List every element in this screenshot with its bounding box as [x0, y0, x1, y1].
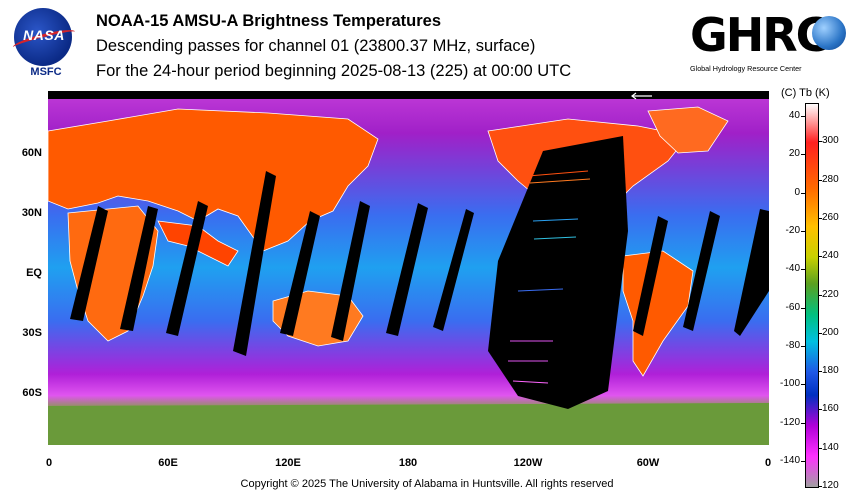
kelvin-tick-mark	[818, 294, 822, 296]
colorbar-header: (C) Tb (K)	[781, 87, 830, 99]
kelvin-tick-mark	[818, 332, 822, 334]
lon-label-0: 0	[45, 457, 53, 469]
kelvin-tick-label: 180	[822, 365, 839, 377]
lat-label-30s: 30S	[22, 327, 42, 339]
swath-gap	[166, 201, 208, 336]
lat-label-eq: EQ	[26, 267, 42, 279]
lat-label-60n: 60N	[21, 147, 42, 159]
celsius-tick-label: -20	[785, 225, 800, 237]
kelvin-tick-mark	[818, 141, 822, 143]
celsius-tick-label: -60	[785, 301, 800, 313]
kelvin-tick-mark	[818, 486, 822, 487]
lat-label-60s: 60S	[22, 387, 42, 399]
celsius-tick-mark	[801, 345, 805, 347]
kelvin-tick-mark	[818, 217, 822, 219]
ghrc-logo-text: GHRC	[690, 8, 829, 62]
nasa-insignia-icon	[14, 8, 72, 66]
celsius-tick-mark	[801, 231, 805, 233]
kelvin-tick-label: 160	[822, 403, 839, 415]
antarctica-landmass	[48, 403, 769, 445]
lon-label-0-right: 0	[764, 457, 772, 469]
celsius-tick-label: -40	[785, 263, 800, 275]
swath-gap	[386, 203, 428, 336]
kelvin-tick-label: 300	[822, 135, 839, 147]
celsius-tick-mark	[801, 192, 805, 194]
celsius-tick-label: 40	[788, 110, 800, 122]
celsius-tick-mark	[801, 269, 805, 271]
greenland-landmass	[647, 106, 729, 154]
celsius-tick-label: -80	[785, 339, 800, 351]
swath-gap	[120, 206, 158, 331]
kelvin-tick-label: 260	[822, 211, 839, 223]
celsius-tick-label: 0	[794, 186, 800, 198]
celsius-tick-mark	[801, 422, 805, 424]
lon-label-120e: 120E	[275, 457, 301, 469]
swath-gap	[433, 209, 474, 331]
swath-gap	[633, 216, 668, 336]
ghrc-logo: GHRC Global Hydrology Resource Center	[688, 8, 848, 78]
lon-label-60w: 60W	[636, 457, 660, 469]
kelvin-tick-label: 220	[822, 288, 839, 300]
ghrc-subtitle: Global Hydrology Resource Center	[690, 64, 802, 73]
nasa-logo-text: NASA	[23, 27, 65, 43]
lon-label-120w: 120W	[513, 457, 543, 469]
lat-label-30n: 30N	[21, 207, 42, 219]
partial-scanlines	[508, 170, 591, 384]
page-title: NOAA-15 AMSU-A Brightness Temperatures	[96, 12, 442, 30]
colorbar	[805, 103, 819, 488]
kelvin-tick-mark	[818, 256, 822, 258]
kelvin-tick-label: 280	[822, 173, 839, 185]
kelvin-tick-mark	[818, 371, 822, 373]
swath-gap	[683, 211, 720, 331]
celsius-tick-label: -120	[779, 416, 800, 428]
kelvin-tick-mark	[818, 447, 822, 449]
celsius-tick-label: 20	[788, 148, 800, 160]
lon-label-60e: 60E	[158, 457, 178, 469]
kelvin-tick-label: 200	[822, 326, 839, 338]
kelvin-tick-label: 120	[822, 480, 839, 491]
celsius-tick-mark	[801, 384, 805, 386]
celsius-tick-mark	[801, 307, 805, 309]
kelvin-tick-mark	[818, 409, 822, 411]
kelvin-tick-mark	[818, 179, 822, 181]
kelvin-tick-label: 240	[822, 250, 839, 262]
brightness-temperature-map	[48, 91, 769, 445]
globe-icon	[812, 16, 846, 50]
page-subtitle: Descending passes for channel 01 (23800.…	[96, 37, 536, 55]
swath-gap	[331, 201, 370, 341]
celsius-tick-mark	[801, 460, 805, 462]
swath-gap	[280, 211, 320, 336]
orbit-direction-arrow-icon	[631, 92, 652, 100]
south-america-landmass	[622, 250, 694, 377]
celsius-tick-label: -100	[779, 378, 800, 390]
swath-gap	[233, 171, 276, 356]
lon-label-180: 180	[398, 457, 418, 469]
copyright-notice: Copyright © 2025 The University of Alaba…	[240, 478, 614, 490]
celsius-tick-mark	[801, 116, 805, 118]
swath-gap	[70, 206, 108, 321]
swath-gap	[734, 209, 769, 336]
kelvin-tick-label: 140	[822, 441, 839, 453]
top-nodata-band	[48, 91, 769, 99]
msfc-label: MSFC	[30, 66, 62, 78]
celsius-tick-label: -140	[779, 454, 800, 466]
nasa-logo: NASA MSFC	[11, 8, 78, 78]
map-canvas	[48, 91, 769, 445]
time-period: For the 24-hour period beginning 2025-08…	[96, 62, 572, 80]
eurasia-landmass	[48, 108, 379, 252]
celsius-tick-mark	[801, 154, 805, 156]
